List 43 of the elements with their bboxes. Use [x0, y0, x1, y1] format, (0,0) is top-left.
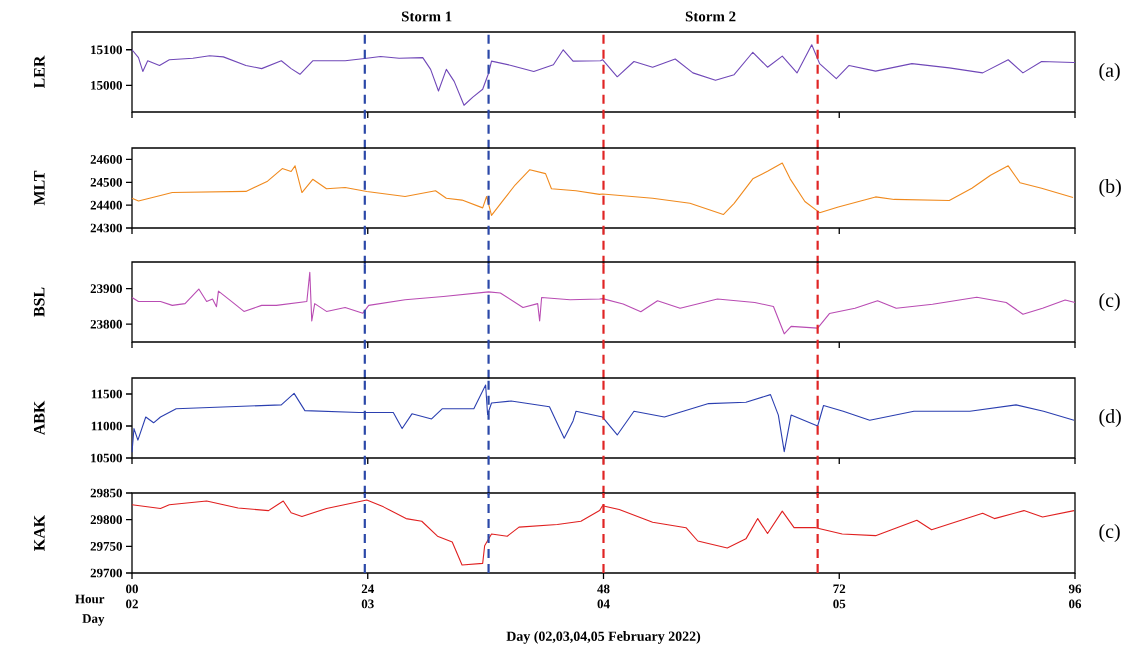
x-tick-label: 48	[597, 584, 610, 594]
y-tick-label: 10500	[91, 453, 122, 463]
text: (c)	[1099, 523, 1120, 543]
text: (a)	[1099, 62, 1120, 82]
line-series	[131, 162, 1074, 216]
text: (d)	[1099, 408, 1121, 428]
x-axis-title: Day (02,03,04,05 February 2022)	[506, 631, 701, 644]
y-tick-label: 11000	[91, 421, 122, 431]
text: Storm 1	[401, 11, 452, 22]
y-tick-label: 24400	[90, 200, 122, 210]
x2-tick-label: 02	[126, 599, 138, 609]
text: Storm 2	[685, 11, 736, 22]
y-axis-title: BSL	[33, 287, 45, 317]
line-series	[131, 271, 1076, 335]
text: (b)	[1099, 178, 1121, 198]
y-axis-title: ABK	[33, 400, 45, 436]
y-tick-label: 29800	[90, 515, 122, 525]
x-tick-label: 72	[833, 584, 846, 594]
y-axis-title: LER	[34, 55, 45, 89]
y-tick-label: 29750	[90, 541, 122, 551]
text: Hour	[75, 594, 105, 604]
y-axis-title: KAK	[34, 514, 45, 551]
y-tick-label: 15000	[91, 80, 122, 90]
x2-tick-label: 05	[833, 599, 846, 609]
y-tick-label: 15100	[91, 45, 122, 55]
x-tick-label: 96	[1068, 584, 1082, 594]
text: Day	[82, 614, 105, 626]
y-axis-title: MLT	[34, 170, 45, 206]
x-tick-label: 00	[126, 584, 138, 594]
x-tick-label: 24	[361, 584, 374, 594]
x2-tick-label: 03	[361, 599, 374, 609]
y-tick-label: 29700	[90, 568, 122, 578]
y-tick-label: 23800	[90, 319, 122, 329]
y-tick-label: 29850	[90, 488, 122, 498]
y-tick-label: 24300	[90, 223, 122, 233]
text: (c)	[1099, 292, 1120, 312]
x2-tick-label: 06	[1069, 599, 1082, 609]
x2-tick-label: 04	[597, 599, 610, 609]
y-tick-label: 11500	[91, 389, 122, 399]
y-tick-label: 23900	[90, 284, 122, 294]
y-tick-label: 24600	[90, 155, 122, 164]
y-tick-label: 24500	[90, 177, 122, 187]
line-series	[131, 44, 1076, 106]
